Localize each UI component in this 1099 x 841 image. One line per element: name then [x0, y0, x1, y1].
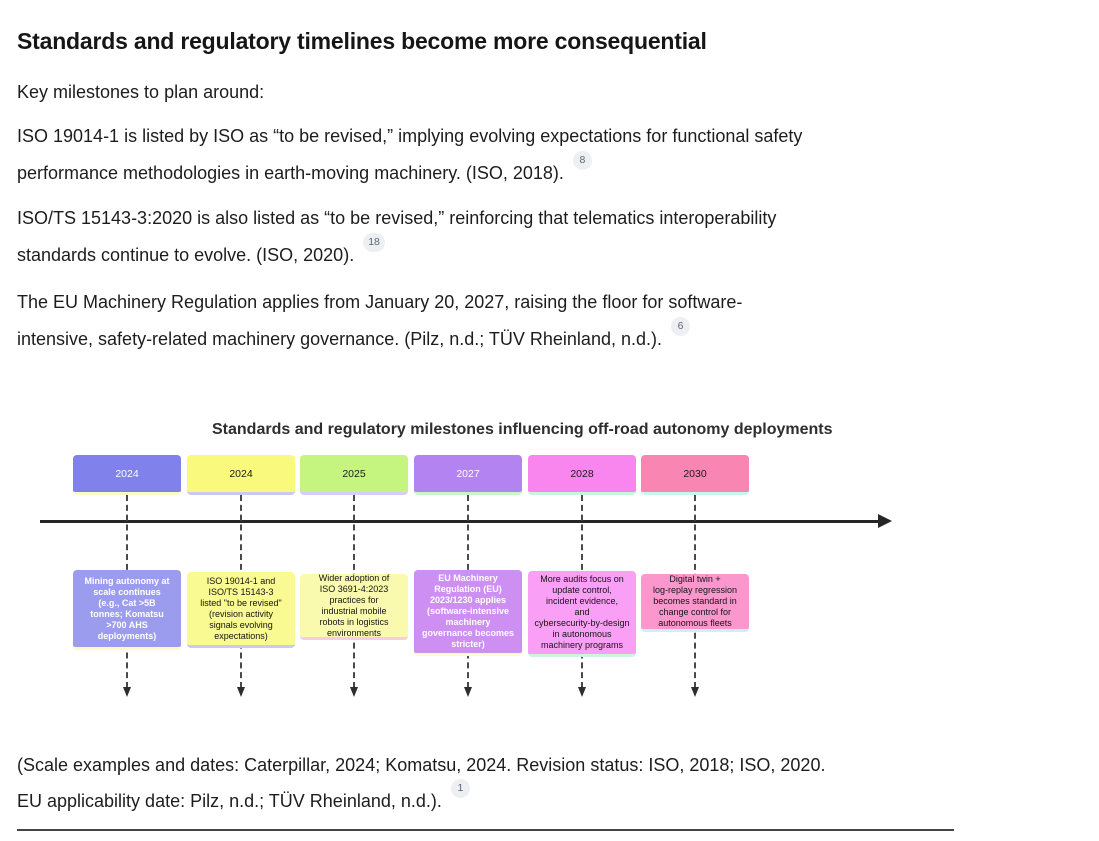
body-paragraph: ISO/TS 15143-3:2020 is also listed as “t…	[17, 200, 776, 274]
paragraph-line: The EU Machinery Regulation applies from…	[17, 292, 743, 312]
timeline-event-line: log-replay regression	[652, 585, 738, 595]
timeline-event-line: change control for	[658, 607, 732, 617]
paragraph-line-text: standards continue to evolve. (ISO, 2020…	[17, 245, 355, 265]
caption-line: (Scale examples and dates: Caterpillar, …	[17, 755, 826, 775]
timeline-event-line: 2023/1230 applies	[429, 595, 507, 605]
down-arrow-icon	[578, 687, 586, 697]
timeline-event-line: (e.g., Cat >5B	[98, 597, 156, 608]
timeline-axis-arrow-icon	[878, 514, 892, 528]
down-arrow-icon	[464, 687, 472, 697]
timeline-event-box: ISO 19014-1 and ISO/TS 15143-3 listed "to …	[187, 572, 295, 648]
timeline-event-line: >700 AHS	[106, 619, 148, 630]
timeline-year-box: 2025	[300, 455, 408, 495]
page-title: Standards and regulatory timelines becom…	[17, 28, 707, 54]
timeline-event-line: Wider adoption of	[318, 572, 390, 583]
timeline-event-line: industrial mobile	[321, 605, 387, 616]
figure-title: Standards and regulatory milestones infl…	[212, 421, 833, 438]
down-arrow-icon	[123, 687, 131, 697]
timeline-event-box: More audits focus on update control, incid…	[528, 571, 636, 657]
body-paragraph: The EU Machinery Regulation applies from…	[17, 284, 742, 358]
timeline-year-box: 2027	[414, 455, 522, 495]
timeline-event-line: Regulation (EU)	[434, 584, 502, 594]
paragraph-line: ISO/TS 15143-3:2020 is also listed as “t…	[17, 208, 777, 228]
timeline-event-line: Mining autonomy at	[84, 575, 170, 586]
citation-badge[interactable]: 6	[671, 317, 690, 336]
timeline-year-box: 2030	[641, 455, 749, 495]
paragraph-line: ISO 19014-1 is listed by ISO as “to be r…	[17, 126, 803, 146]
timeline-event-line: listed "to be revised"	[200, 597, 282, 608]
timeline-year-box: 2028	[528, 455, 636, 495]
timeline-event-line: EU Machinery	[438, 573, 498, 583]
timeline-event-line: incident evidence,	[545, 596, 619, 606]
timeline-year-box: 2024	[73, 455, 181, 495]
timeline-event-line: becomes standard in	[653, 596, 737, 606]
divider	[17, 829, 954, 831]
paragraph-line: Key milestones to plan around:	[17, 82, 265, 102]
timeline-event-line: machinery programs	[540, 640, 624, 650]
paragraph-line: performance methodologies in earth-movin…	[17, 151, 802, 192]
timeline-event-line: governance becomes	[421, 628, 515, 638]
down-arrow-icon	[691, 687, 699, 697]
body-paragraph: ISO 19014-1 is listed by ISO as “to be r…	[17, 118, 802, 192]
timeline-event-line: ISO 3691-4:2023	[319, 583, 389, 594]
caption-line-text: EU applicability date: Pilz, n.d.; TÜV R…	[17, 791, 442, 811]
timeline-event-line: tonnes; Komatsu	[90, 608, 164, 619]
paragraph-line: intensive, safety-related machinery gove…	[17, 317, 742, 358]
timeline-event-line: ISO/TS 15143-3	[208, 586, 274, 597]
timeline-event-box: Digital twin + log-replay regression becom…	[641, 574, 749, 632]
timeline-event-line: and	[574, 607, 590, 617]
timeline-event-line: cybersecurity-by-design	[534, 618, 630, 628]
timeline-event-line: practices for	[329, 594, 379, 605]
timeline-event-line: Digital twin +	[669, 574, 721, 584]
timeline-event-line: in autonomous	[552, 629, 612, 639]
citation-badge[interactable]: 1	[450, 779, 470, 798]
paragraph-line-text: intensive, safety-related machinery gove…	[17, 329, 662, 349]
timeline-event-line: scale continues	[93, 586, 161, 597]
timeline-event-box: EU Machinery Regulation (EU) 2023/1230 app…	[414, 570, 522, 656]
figure-caption: (Scale examples and dates: Caterpillar, …	[17, 747, 825, 819]
citation-badge[interactable]: 8	[572, 151, 592, 170]
timeline-event-line: expectations)	[214, 630, 268, 641]
timeline-event-line: stricter)	[451, 639, 485, 649]
timeline-event-line: machinery	[445, 617, 491, 627]
timeline-event-box: Wider adoption of ISO 3691-4:2023 practice…	[300, 572, 408, 640]
caption-line: EU applicability date: Pilz, n.d.; TÜV R…	[17, 779, 825, 819]
timeline-year-box: 2024	[187, 455, 295, 495]
timeline-event-line: deployments)	[97, 630, 157, 641]
intro-text: Key milestones to plan around:	[17, 74, 264, 111]
timeline-event-line: (revision activity	[208, 608, 273, 619]
timeline-axis	[40, 520, 880, 523]
paragraph-line: standards continue to evolve. (ISO, 2020…	[17, 233, 776, 274]
timeline-event-line: More audits focus on	[540, 574, 624, 584]
down-arrow-icon	[237, 687, 245, 697]
timeline-event-line: (software-intensive	[426, 606, 510, 616]
citation-badge[interactable]: 18	[363, 233, 385, 252]
timeline-event-line: robots in logistics	[319, 616, 389, 627]
timeline-event-line: autonomous fleets	[658, 618, 732, 628]
timeline-event-line: ISO 19014-1 and	[206, 575, 276, 586]
paragraph-line-text: performance methodologies in earth-movin…	[17, 163, 564, 183]
timeline-event-line: signals evolving	[209, 619, 273, 630]
timeline-event-box: Mining autonomy at scale continues (e.g., …	[73, 570, 181, 650]
timeline-event-line: update control,	[552, 585, 612, 595]
down-arrow-icon	[350, 687, 358, 697]
timeline-event-line: environments	[326, 627, 382, 638]
